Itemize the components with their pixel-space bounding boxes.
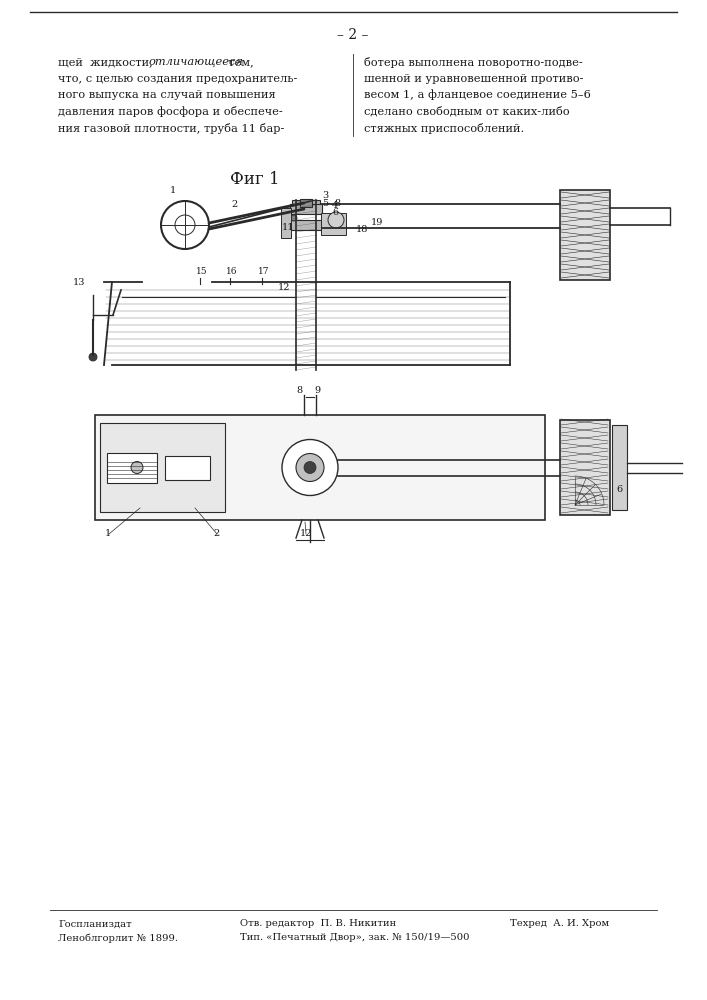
Text: 12: 12 [300, 529, 312, 538]
Circle shape [282, 440, 338, 495]
Bar [321, 213, 346, 235]
Text: ного выпуска на случай повышения: ного выпуска на случай повышения [58, 90, 276, 100]
Circle shape [291, 215, 297, 221]
Text: сделано свободным от каких-либо: сделано свободным от каких-либо [364, 106, 570, 117]
Text: 3: 3 [322, 191, 328, 200]
Text: Госпланиздат: Госпланиздат [58, 920, 132, 928]
Text: Фиг 1: Фиг 1 [230, 172, 280, 188]
Text: 8: 8 [334, 199, 340, 208]
Text: – 2 –: – 2 – [337, 28, 369, 42]
Text: 1: 1 [170, 186, 176, 195]
Text: Отв. редактор  П. В. Никитин: Отв. редактор П. В. Никитин [240, 920, 396, 928]
Text: стяжных приспособлений.: стяжных приспособлений. [364, 122, 525, 133]
Text: 18: 18 [356, 225, 368, 234]
Text: весом 1, а фланцевое соединение 5–6: весом 1, а фланцевое соединение 5–6 [364, 90, 591, 100]
Text: 15: 15 [196, 267, 208, 276]
Text: 6: 6 [616, 486, 622, 494]
Circle shape [131, 462, 143, 474]
Text: 16: 16 [226, 267, 238, 276]
Bar [107, 452, 157, 483]
Text: отличающееся: отличающееся [149, 57, 244, 67]
Bar [290, 204, 322, 214]
Text: тем,: тем, [221, 57, 254, 67]
Bar [560, 420, 610, 515]
Circle shape [161, 201, 209, 249]
Circle shape [296, 454, 324, 482]
Text: шенной и уравновешенной противо-: шенной и уравновешенной противо- [364, 74, 583, 84]
Text: 13: 13 [73, 278, 86, 287]
Text: 6: 6 [332, 208, 338, 217]
Text: Техред  А. И. Хром: Техред А. И. Хром [510, 920, 609, 928]
Text: 4: 4 [332, 201, 338, 210]
Text: 19: 19 [371, 218, 383, 227]
Bar [165, 456, 210, 480]
Bar [100, 423, 225, 512]
Bar [612, 425, 627, 510]
Circle shape [304, 462, 316, 474]
Circle shape [89, 353, 97, 361]
Bar [560, 190, 610, 280]
Text: щей  жидкости,: щей жидкости, [58, 57, 160, 67]
Text: ботера выполнена поворотно-подве-: ботера выполнена поворотно-подве- [364, 56, 583, 68]
Text: 17: 17 [258, 267, 269, 276]
Text: 2: 2 [232, 200, 238, 209]
Text: 11: 11 [282, 223, 295, 232]
Bar [290, 220, 322, 230]
Text: 12: 12 [278, 283, 291, 292]
Text: 5: 5 [322, 199, 328, 208]
Bar [300, 199, 312, 207]
Circle shape [328, 212, 344, 228]
Text: что, с целью создания предохранитель-: что, с целью создания предохранитель- [58, 74, 298, 84]
Text: 9: 9 [314, 386, 320, 395]
Text: 8: 8 [296, 386, 302, 395]
Text: ния газовой плотности, труба 11 бар-: ния газовой плотности, труба 11 бар- [58, 122, 284, 133]
Text: 1: 1 [105, 529, 111, 538]
Bar [292, 200, 320, 206]
Text: Леноблгорлит № 1899.: Леноблгорлит № 1899. [58, 933, 178, 943]
Bar [95, 415, 545, 520]
Text: Тип. «Печатный Двор», зак. № 150/19—500: Тип. «Печатный Двор», зак. № 150/19—500 [240, 934, 469, 942]
Text: давления паров фосфора и обеспече-: давления паров фосфора и обеспече- [58, 106, 283, 117]
Bar [281, 208, 291, 238]
Text: 2: 2 [213, 529, 219, 538]
